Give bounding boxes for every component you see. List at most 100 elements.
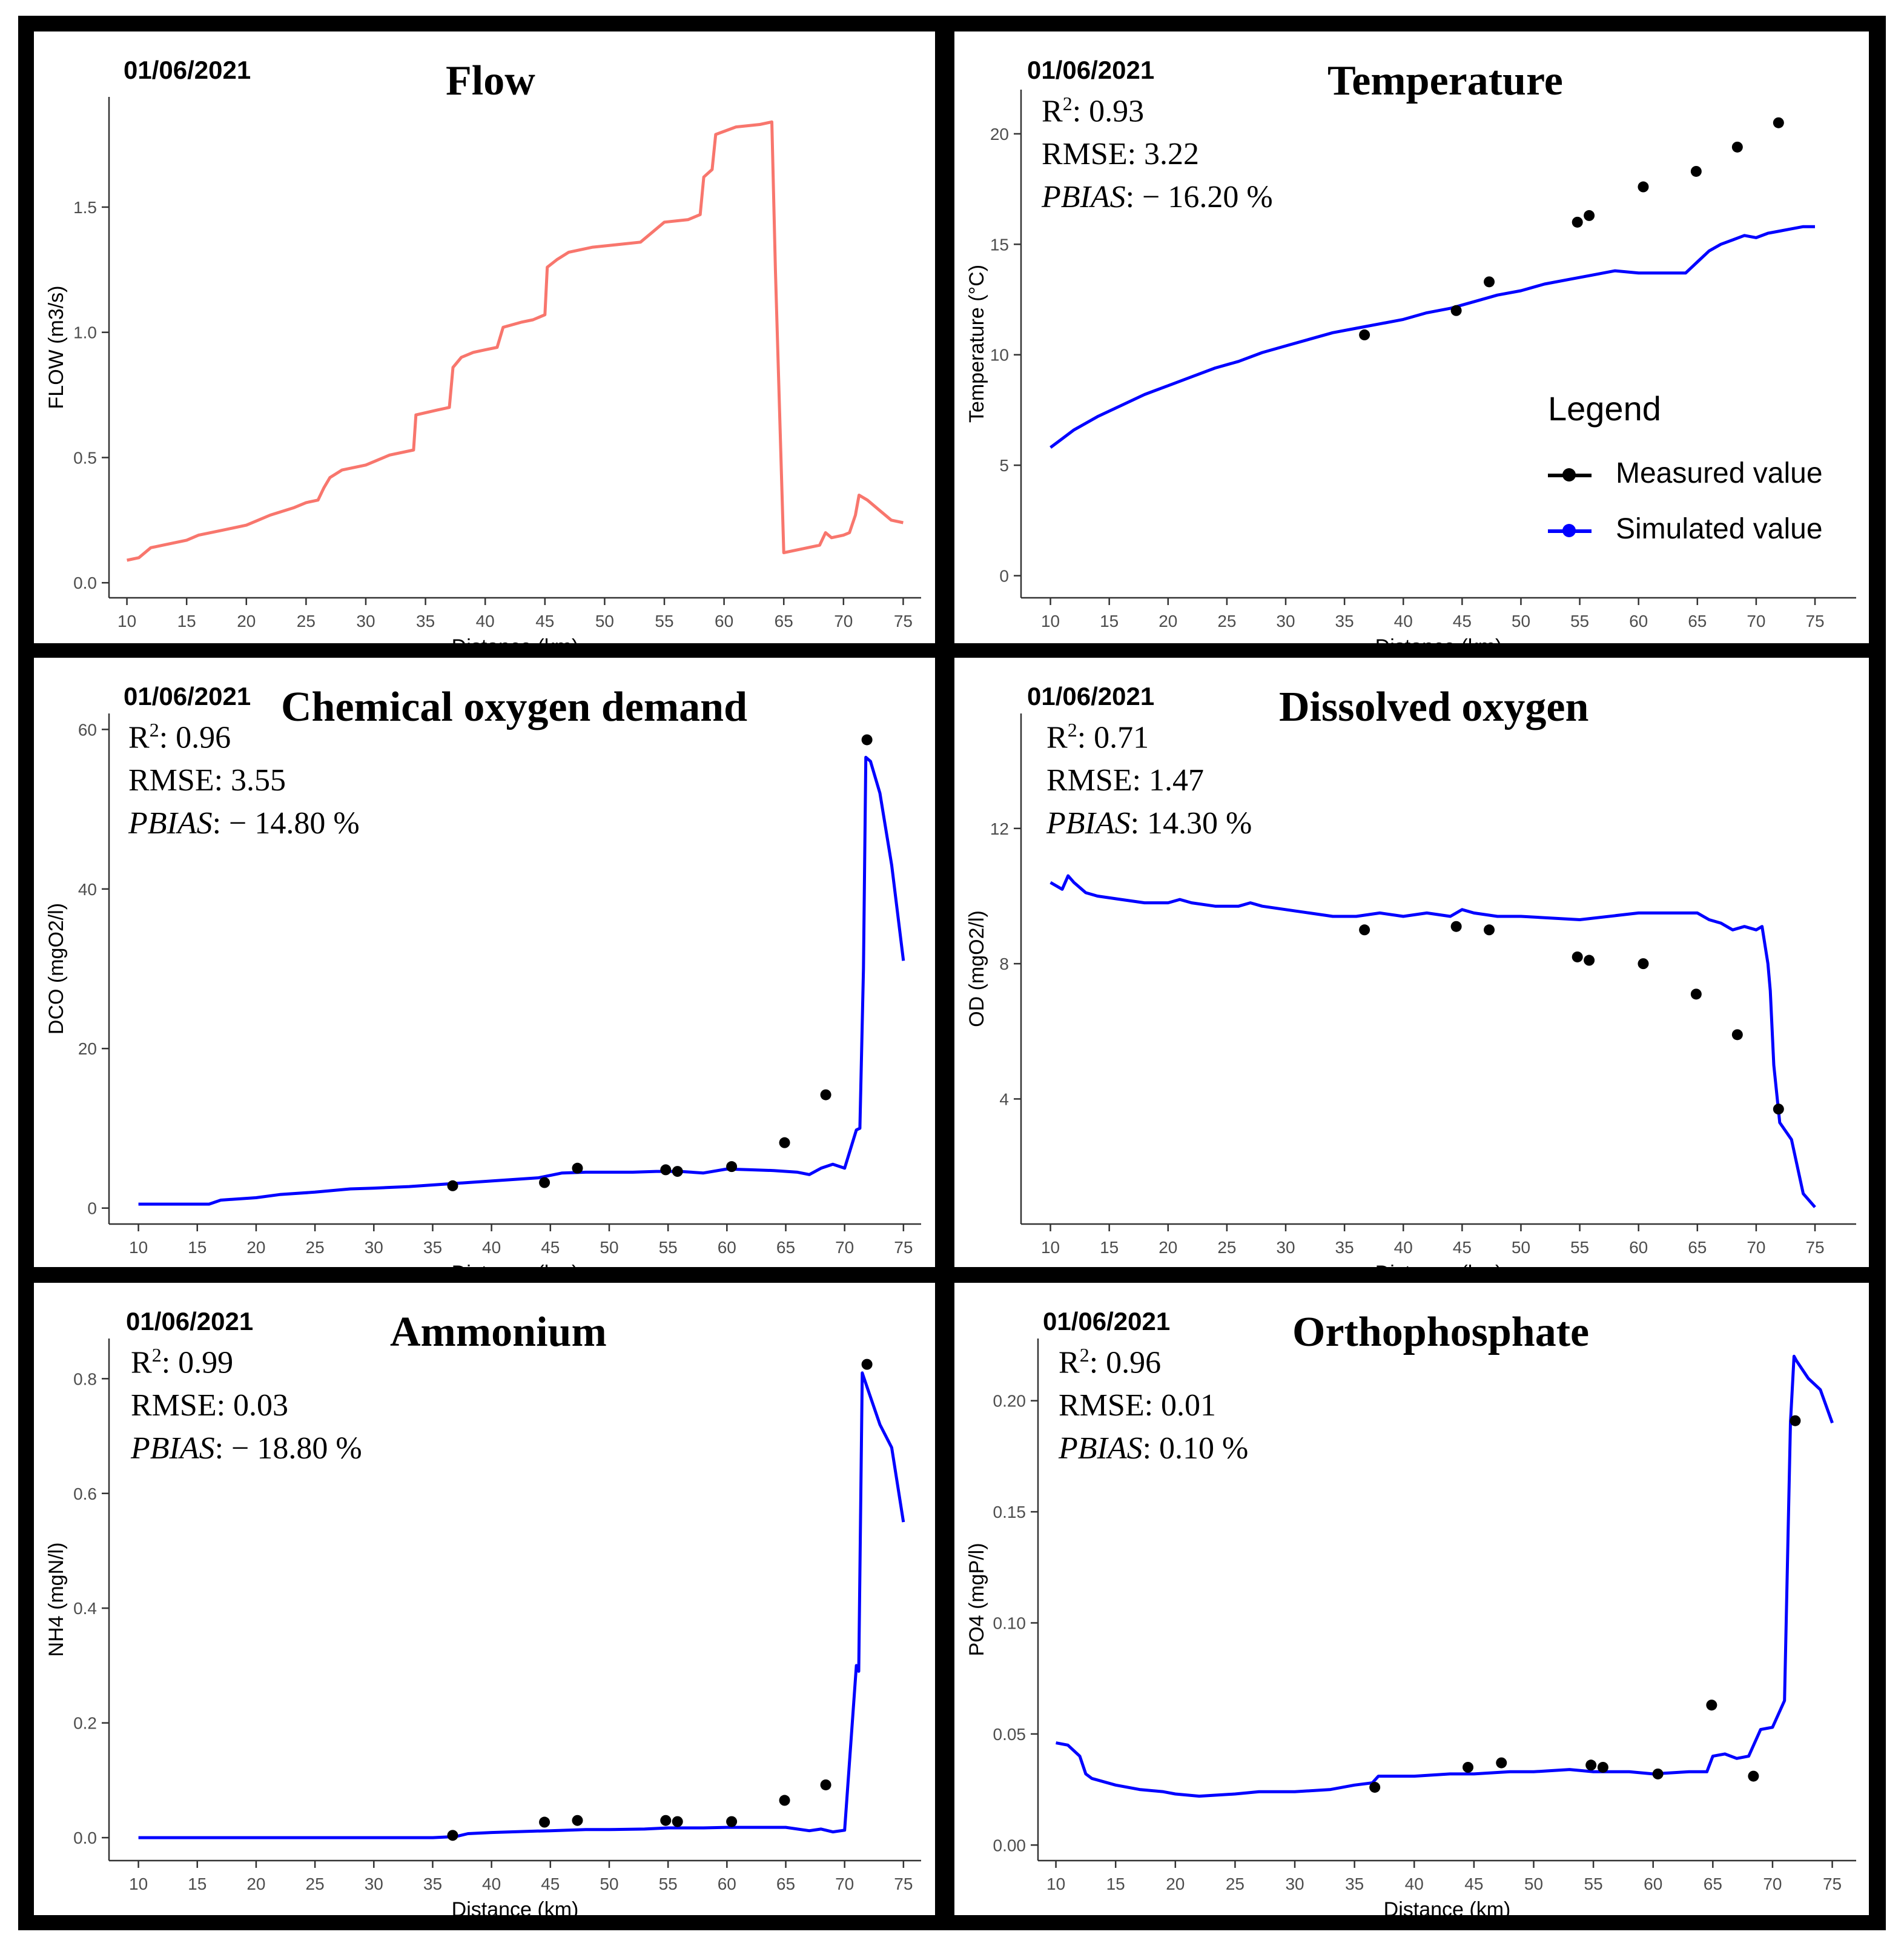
chart-temperature: 10 15 20 25 30 35 40 45 50 55 60 65 70 75 0 5 10 15 20 Dist… <box>965 90 1856 643</box>
stat-pbias: PBIAS: − 16.20 % <box>1042 180 1273 215</box>
panel-orthophosphate: 10 15 20 25 30 35 40 45 50 55 60 65 70 75 0.00 0.05 0.10… <box>954 1283 1869 1915</box>
x-tick-label: 60 <box>1629 1238 1648 1257</box>
stats-block: R2: 0.71 RMSE: 1.47 PBIAS: 14.30 % <box>1046 709 1252 845</box>
x-tick-label: 25 <box>1217 1238 1236 1257</box>
y-tick-label: 20 <box>990 125 1009 144</box>
x-tick-label: 55 <box>1584 1875 1603 1893</box>
legend-label-measured: Measured value <box>1616 457 1823 489</box>
measured-point <box>447 1830 458 1841</box>
x-tick-label: 60 <box>715 612 733 630</box>
y-tick-label: 1.5 <box>73 198 97 217</box>
panel-date: 01/06/2021 <box>126 1307 254 1335</box>
x-tick-label: 25 <box>306 1238 325 1257</box>
x-tick-label: 70 <box>835 1238 854 1257</box>
panel-temperature: 10 15 20 25 30 35 40 45 50 55 60 65 70 75 0 5 10 15 20 Dist… <box>954 31 1869 643</box>
panel-ammonium: 10 15 20 25 30 35 40 45 50 55 60 65 70 75 0.0 0.2 0.4 0.6… <box>34 1283 935 1915</box>
x-tick-label: 65 <box>775 612 793 630</box>
simulated-line-flow <box>127 120 904 562</box>
x-tick-label: 60 <box>718 1875 736 1893</box>
y-tick-label: 10 <box>990 346 1009 365</box>
x-tick-label: 70 <box>834 612 853 630</box>
measured-point <box>572 1815 583 1826</box>
x-tick-label: 35 <box>423 1875 442 1893</box>
chart-dissolved-oxygen: 10 15 20 25 30 35 40 45 50 55 60 65 70 75 4 8 12 Distance… <box>965 713 1856 1267</box>
x-tick-label: 55 <box>1570 612 1589 630</box>
y-tick-label: 20 <box>78 1039 97 1058</box>
x-tick-label: 20 <box>1159 612 1177 630</box>
y-tick-label: 0.0 <box>73 574 97 592</box>
x-tick-label: 75 <box>894 1875 913 1893</box>
x-tick-label: 15 <box>188 1875 207 1893</box>
x-tick-label: 30 <box>365 1875 383 1893</box>
x-tick-label: 50 <box>1512 612 1530 630</box>
x-tick-label: 25 <box>1226 1875 1245 1893</box>
panel-date: 01/06/2021 <box>1027 682 1155 710</box>
stat-pbias: PBIAS: 0.10 % <box>1059 1431 1249 1466</box>
stat-rmse: RMSE: 3.22 <box>1042 137 1200 172</box>
x-tick-label: 50 <box>595 612 614 630</box>
panel-title: Temperature <box>1327 58 1563 104</box>
x-tick-label: 75 <box>1805 1238 1824 1257</box>
measured-point <box>779 1795 790 1806</box>
x-tick-label: 40 <box>476 612 495 630</box>
x-tick-label: 40 <box>1394 1238 1413 1257</box>
x-tick-label: 35 <box>1335 1238 1354 1257</box>
x-tick-label: 65 <box>1688 612 1707 630</box>
legend-item-measured: Measured value <box>1548 457 1823 490</box>
stat-r2: R2: 0.93 <box>1042 93 1145 129</box>
x-axis-label: Distance (km) <box>452 1898 579 1915</box>
y-tick-label: 0.10 <box>993 1614 1026 1633</box>
x-tick-label: 20 <box>1159 1238 1177 1257</box>
measured-point <box>1572 216 1583 228</box>
measured-point <box>1450 305 1462 316</box>
y-tick-label: 40 <box>78 880 97 899</box>
x-axis-label: Distance (km) <box>1375 1262 1502 1267</box>
y-tick-label: 4 <box>999 1090 1009 1108</box>
x-tick-label: 60 <box>718 1238 736 1257</box>
measured-point <box>572 1162 583 1174</box>
x-tick-label: 75 <box>894 612 913 630</box>
x-tick-label: 15 <box>1100 612 1119 630</box>
x-tick-label: 10 <box>1041 1238 1060 1257</box>
measured-point <box>1359 329 1370 340</box>
chart-flow: 10 15 20 25 30 35 40 45 50 55 60 65 70 75 0.0 0.5 1.0 1.5… <box>45 97 921 643</box>
simulated-line-temperature <box>1050 225 1815 449</box>
measured-point <box>1690 988 1702 1000</box>
y-tick-label: 0.2 <box>73 1714 97 1733</box>
stat-r2: R2: 0.99 <box>131 1344 234 1380</box>
measured-point <box>1748 1770 1759 1782</box>
measured-point <box>1463 1761 1474 1773</box>
measured-point <box>1638 958 1649 970</box>
x-tick-label: 45 <box>1453 612 1472 630</box>
measured-point <box>1790 1415 1801 1426</box>
simulated-line-orthophosphate <box>1056 1354 1834 1798</box>
x-tick-label: 55 <box>655 612 673 630</box>
x-tick-label: 45 <box>541 1238 560 1257</box>
chart-orthophosphate: 10 15 20 25 30 35 40 45 50 55 60 65 70 75 0.00 0.05 0.10… <box>965 1339 1856 1915</box>
chart-cod: 10 15 20 25 30 35 40 45 50 55 60 65 70 75 0 20 40 60 Dista… <box>45 713 921 1267</box>
x-tick-label: 30 <box>365 1238 383 1257</box>
measured-point <box>1706 1699 1717 1711</box>
x-axis-label: Distance (km) <box>1384 1898 1511 1915</box>
panel-cod: 10 15 20 25 30 35 40 45 50 55 60 65 70 75 0 20 40 60 Dista… <box>34 658 935 1267</box>
x-tick-label: 45 <box>1464 1875 1483 1893</box>
x-tick-label: 15 <box>1100 1238 1119 1257</box>
x-tick-label: 10 <box>1046 1875 1065 1893</box>
x-tick-label: 55 <box>659 1875 678 1893</box>
measured-point <box>820 1089 831 1100</box>
stats-block: R2: 0.96 RMSE: 0.01 PBIAS: 0.10 % <box>1059 1334 1248 1470</box>
stats-block: R2: 0.93 RMSE: 3.22 PBIAS: − 16.20 % <box>1042 82 1273 219</box>
x-tick-label: 60 <box>1644 1875 1662 1893</box>
panel-date: 01/06/2021 <box>124 56 251 84</box>
x-tick-label: 50 <box>600 1238 618 1257</box>
y-tick-label: 0.0 <box>73 1829 97 1847</box>
x-tick-label: 15 <box>1106 1875 1125 1893</box>
x-tick-label: 70 <box>1747 612 1765 630</box>
y-tick-label: 0.8 <box>73 1369 97 1388</box>
x-tick-label: 60 <box>1629 612 1648 630</box>
x-tick-label: 40 <box>1394 612 1413 630</box>
x-tick-label: 35 <box>423 1238 442 1257</box>
y-tick-label: 5 <box>999 456 1009 475</box>
x-tick-label: 65 <box>776 1238 795 1257</box>
measured-point <box>1359 924 1370 936</box>
